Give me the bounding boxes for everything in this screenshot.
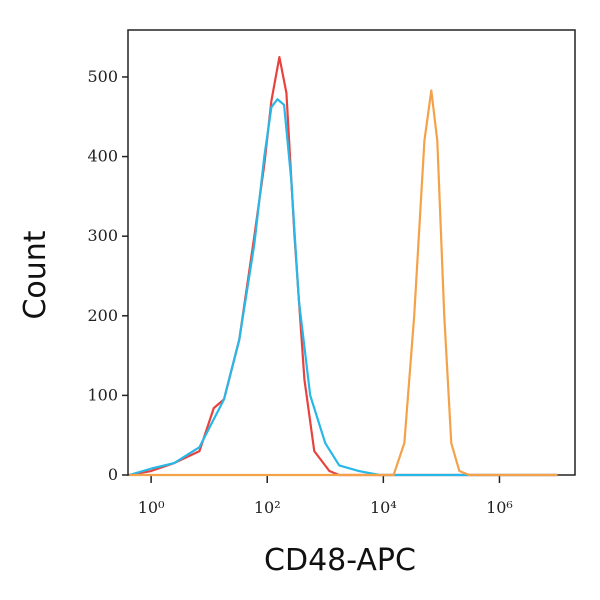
y-tick-label: 100 — [87, 385, 118, 404]
series-line — [129, 89, 558, 477]
y-tick-label: 200 — [87, 306, 118, 325]
y-tick-label: 500 — [87, 67, 118, 86]
series-line — [128, 98, 558, 477]
x-tick-label: 10⁰ — [138, 498, 165, 517]
x-tick-label: 10⁶ — [486, 498, 513, 517]
x-axis-label: CD48-APC — [264, 543, 416, 578]
x-tick-label: 10² — [254, 498, 281, 517]
series-line — [129, 55, 558, 477]
y-tick-label: 0 — [108, 465, 118, 484]
plot-frame — [127, 29, 576, 476]
y-tick-label: 400 — [87, 147, 118, 166]
y-tick-label: 300 — [87, 226, 118, 245]
x-tick-label: 10⁴ — [370, 498, 397, 517]
y-axis-label: Count — [18, 230, 53, 319]
